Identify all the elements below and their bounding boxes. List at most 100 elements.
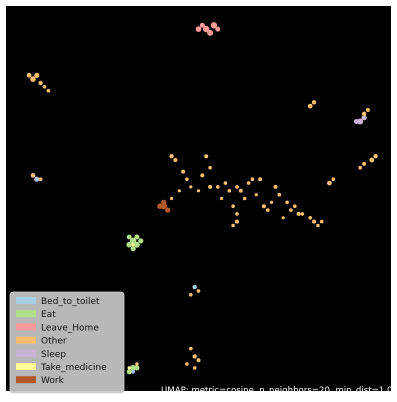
point-other-44 [296,211,301,216]
points-layer [26,22,378,375]
point-leave-home-5 [199,22,205,28]
point-other-5 [46,88,51,93]
series-leave-home [195,22,221,36]
point-other-43 [293,204,297,208]
point-other-49 [319,219,324,224]
point-other-45 [300,212,305,216]
point-other-9 [365,108,370,112]
point-other-12 [362,161,367,166]
point-other-24 [216,185,220,189]
point-other-48 [316,223,320,228]
point-leave-home-2 [195,26,202,32]
legend-label-eat: Eat [41,310,56,320]
legend-swatch-take-medicine [16,363,36,370]
point-sleep-1 [361,115,367,121]
point-other-7 [311,100,317,105]
point-other-29 [246,181,251,185]
point-other-32 [242,196,247,201]
point-eat-3 [138,238,144,244]
point-eat-6 [126,234,132,240]
point-eat-1 [133,241,140,248]
point-eat-2 [126,241,132,248]
legend-label-other: Other [41,337,67,347]
point-other-42 [289,208,293,212]
point-other-40 [277,192,282,197]
point-other-31 [258,177,263,182]
point-other-17 [173,158,178,162]
point-other-41 [285,200,289,205]
legend-swatch-leave-home [16,323,36,331]
point-eat-7 [130,364,137,371]
point-other-18 [204,154,209,159]
point-other-33 [231,204,235,208]
legend-swatch-other [16,336,36,344]
point-other-66 [192,366,197,370]
point-eat-4 [130,246,136,252]
point-other-8 [361,111,367,117]
point-leave-home-4 [215,26,221,32]
point-other-53 [170,196,174,201]
point-other-64 [196,358,201,363]
point-other-63 [192,354,197,359]
legend-swatch-work [16,376,36,384]
point-other-36 [231,223,235,228]
point-other-47 [312,219,316,224]
point-other-15 [38,177,43,181]
legend-box [9,291,125,394]
series-take-medicine [127,243,135,370]
point-other-46 [308,216,313,220]
point-other-20 [185,177,189,181]
point-other-27 [235,185,239,189]
point-work-3 [161,199,167,205]
point-other-4 [42,85,47,89]
point-other-61 [196,289,201,293]
point-bed-to-toilet-1 [35,177,39,181]
point-leave-home-3 [207,29,214,36]
legend-label-work: Work [41,376,65,386]
point-leave-home-1 [210,22,218,29]
point-other-30 [250,177,255,181]
point-other-10 [369,157,375,163]
point-eat-5 [134,234,140,240]
point-other-0 [30,76,36,82]
series-eat [126,234,144,375]
point-other-34 [235,212,239,216]
point-work-1 [157,203,163,209]
point-other-65 [185,362,189,366]
point-take-medicine-0 [131,243,135,247]
point-other-56 [270,200,274,204]
point-other-35 [235,219,239,224]
point-other-59 [331,177,336,181]
point-other-25 [223,181,228,185]
series-work [157,199,171,213]
point-take-medicine-1 [127,366,131,370]
legend-label-leave-home: Leave_Home [41,323,99,333]
point-eat-8 [134,365,140,371]
legend-label-take-medicine: Take_medicine [40,363,107,373]
point-other-23 [208,184,213,189]
point-other-3 [38,80,43,86]
point-other-6 [307,103,313,109]
point-other-60 [189,293,193,297]
point-other-14 [31,173,35,178]
point-other-50 [189,185,193,189]
point-other-2 [26,72,32,78]
point-other-58 [327,181,332,186]
point-other-37 [261,204,266,209]
legend-swatch-sleep [16,349,36,357]
point-sleep-2 [353,119,359,124]
point-other-51 [196,189,201,193]
legend-items: Bed_to_toilet Eat Leave_Home Other Sleep Take… [16,297,107,386]
point-other-11 [373,154,378,159]
point-bed-to-toilet-0 [192,284,197,290]
point-other-13 [358,165,363,170]
point-other-16 [169,154,174,159]
point-work-2 [165,207,171,213]
legend-swatch-bed-to-toilet [16,297,36,304]
point-other-21 [200,173,205,178]
point-other-67 [135,362,139,366]
point-eat-9 [126,369,132,375]
point-other-1 [34,72,40,78]
